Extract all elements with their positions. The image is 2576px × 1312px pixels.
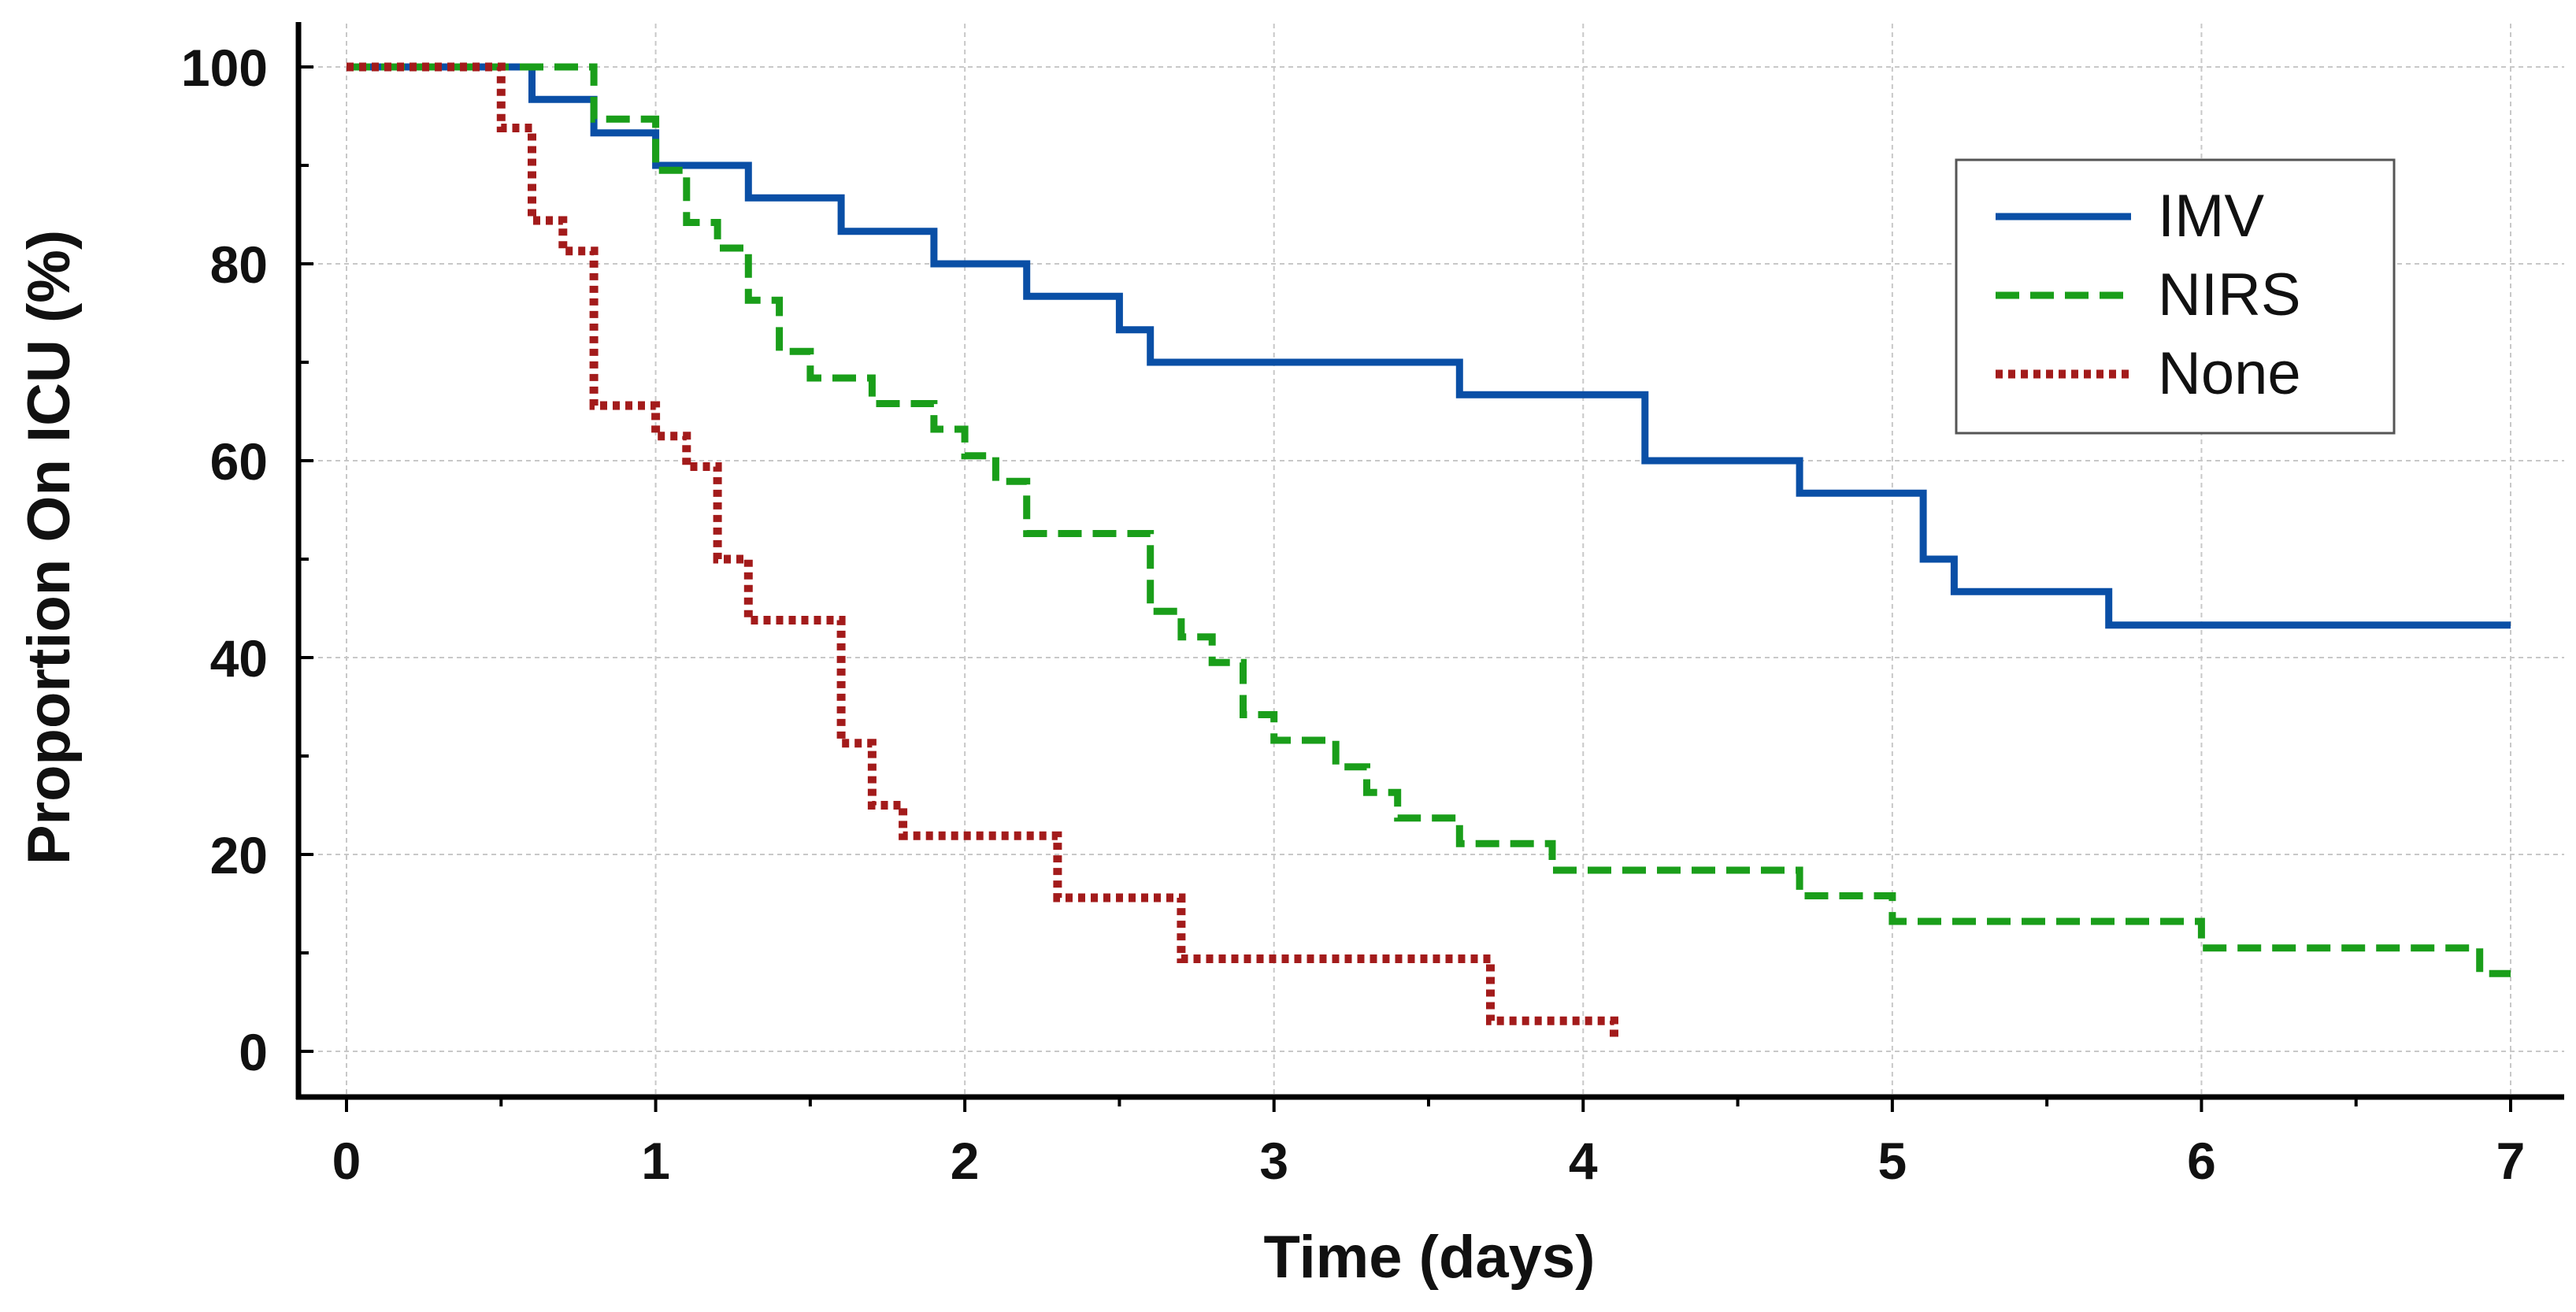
y-tick-label: 100: [181, 39, 268, 97]
x-tick-label: 4: [1569, 1132, 1598, 1190]
y-tick-labels: 0 20 40 60 80 100: [181, 39, 268, 1081]
x-tick-label: 6: [2187, 1132, 2216, 1190]
x-tick-label: 2: [951, 1132, 980, 1190]
x-tick-label: 5: [1877, 1132, 1907, 1190]
x-axis-title: Time (days): [1264, 1224, 1596, 1291]
y-tick-label: 60: [210, 432, 268, 491]
y-tick-label: 0: [239, 1023, 268, 1081]
y-tick-label: 40: [210, 629, 268, 688]
y-axis-title: Proportion On ICU (%): [16, 230, 83, 865]
legend-box: [1955, 158, 2396, 435]
x-tick-labels: 0 1 2 3 4 5 6 7: [332, 1132, 2526, 1190]
gridlines: [301, 24, 2564, 1095]
series-line-nirs: [347, 63, 2511, 977]
y-tick-label: 80: [210, 235, 268, 294]
x-tick-label: 3: [1259, 1132, 1288, 1190]
series-line-imv: [347, 63, 2511, 629]
x-tick-label: 1: [641, 1132, 670, 1190]
x-tick-label: 0: [332, 1132, 361, 1190]
x-tick-label: 7: [2496, 1132, 2526, 1190]
y-tick-label: 20: [210, 826, 268, 884]
legend-label-imv: IMV: [2158, 183, 2264, 250]
axes: [295, 22, 2564, 1100]
series-lines: [347, 62, 2511, 1042]
legend-label-none: None: [2158, 340, 2301, 407]
legend: IMV NIRS None: [1955, 158, 2396, 435]
series-line-none: [347, 62, 1618, 1042]
legend-label-nirs: NIRS: [2158, 261, 2301, 328]
